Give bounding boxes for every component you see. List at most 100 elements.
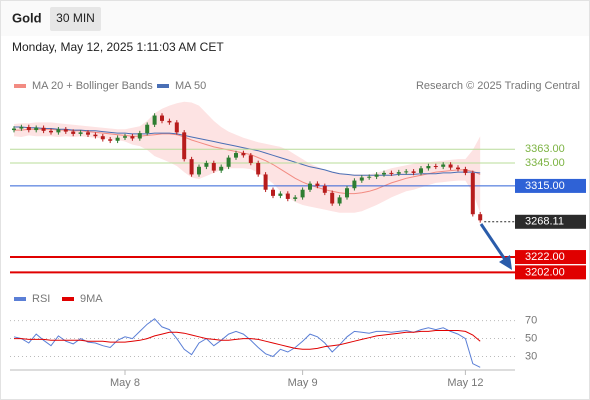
timeframe-button[interactable] — [50, 7, 101, 31]
candle-body — [86, 132, 90, 135]
x-tick-label: May 9 — [288, 377, 318, 389]
candle-body — [241, 153, 246, 156]
candle-body — [12, 128, 16, 131]
legend-swatch — [14, 297, 26, 301]
candle-body — [211, 162, 216, 171]
candle-body — [197, 166, 201, 175]
candle-body — [19, 127, 24, 129]
candle-body — [182, 132, 187, 160]
candle-body — [322, 185, 327, 193]
candle-body — [115, 137, 120, 141]
level-box — [515, 214, 586, 229]
indicator-line — [14, 330, 481, 350]
candle-body — [359, 177, 364, 181]
candle-body — [137, 133, 142, 139]
candle-body — [374, 174, 379, 177]
candle-body — [441, 164, 446, 167]
candle-body — [167, 120, 172, 123]
indicator-line — [13, 318, 481, 368]
candle-body — [426, 166, 431, 169]
level-box — [515, 178, 586, 193]
candle-body — [234, 153, 238, 158]
candle-body — [389, 172, 394, 174]
candle-body — [100, 136, 105, 140]
candle-body — [49, 130, 53, 133]
candle-body — [145, 124, 150, 134]
forecast-arrowhead — [499, 255, 512, 270]
candle-body — [367, 176, 372, 178]
y-tick-label: 50 — [525, 332, 537, 344]
candle-body — [293, 197, 298, 199]
moving-average — [14, 128, 481, 195]
candle-body — [411, 171, 416, 173]
candle-body — [56, 129, 61, 133]
level-label: 3268.11 — [525, 216, 564, 228]
candle-body — [152, 115, 157, 125]
instrument-title: Gold — [12, 10, 42, 25]
level-label: 3222.00 — [525, 251, 565, 263]
legend-swatch — [62, 297, 74, 301]
timestamp: Monday, May 12, 2025 1:11:03 AM CET — [12, 40, 224, 54]
legend-label: MA 50 — [175, 80, 206, 92]
candle-body — [174, 122, 179, 133]
level-box — [515, 265, 586, 280]
candle-body — [226, 157, 231, 167]
level-label: 3202.00 — [525, 266, 565, 278]
candle-body — [219, 166, 224, 171]
candle-body — [456, 167, 460, 170]
candle-body — [130, 136, 135, 139]
candle-body — [404, 171, 409, 173]
candle-body — [448, 164, 453, 168]
bollinger-band — [14, 101, 481, 213]
candle-body — [300, 189, 305, 198]
candle-body — [337, 197, 342, 204]
candle-body — [396, 172, 401, 174]
x-tick-label: May 12 — [447, 377, 483, 389]
candle-body — [71, 131, 76, 134]
candle-body — [285, 193, 290, 199]
candle-body — [463, 169, 468, 173]
legend-swatch — [157, 84, 169, 88]
forecast-arrow — [479, 223, 508, 262]
candle-body — [478, 214, 483, 221]
level-label: 3315.00 — [525, 180, 565, 192]
candle-body — [433, 166, 438, 168]
candle-body — [63, 129, 68, 132]
candle-body — [160, 115, 164, 121]
y-tick-label: 70 — [525, 314, 537, 326]
timeframe-label[interactable]: 30 MIN — [56, 11, 95, 25]
candle-body — [330, 192, 335, 204]
candle-body — [189, 159, 194, 175]
legend-label: 9MA — [80, 293, 103, 305]
candle-body — [470, 172, 475, 215]
candle-body — [263, 174, 268, 190]
candle-body — [123, 136, 127, 138]
candle-body — [419, 168, 423, 173]
candle-body — [352, 180, 357, 189]
legend-swatch — [14, 84, 26, 88]
candle-body — [308, 183, 312, 190]
moving-average — [14, 126, 481, 176]
candle-body — [248, 155, 253, 163]
source-note: Research © 2025 Trading Central — [416, 80, 580, 92]
candle-body — [78, 132, 83, 134]
candle-body — [204, 162, 209, 167]
level-label: 3345.00 — [525, 157, 565, 169]
legend-label: MA 20 + Bollinger Bands — [32, 80, 153, 92]
level-label: 3363.00 — [525, 143, 565, 155]
candle-body — [26, 127, 31, 131]
candle-body — [345, 188, 349, 198]
candle-body — [34, 127, 39, 131]
level-box — [515, 250, 586, 265]
y-tick-label: 30 — [525, 350, 537, 362]
candle-body — [278, 193, 283, 196]
candle-body — [93, 134, 98, 137]
candle-body — [256, 162, 261, 175]
legend-label: RSI — [32, 293, 50, 305]
candle-body — [315, 183, 320, 186]
candle-body — [41, 127, 46, 131]
x-tick-label: May 8 — [110, 377, 140, 389]
candle-body — [271, 189, 275, 196]
candle-body — [382, 172, 386, 175]
